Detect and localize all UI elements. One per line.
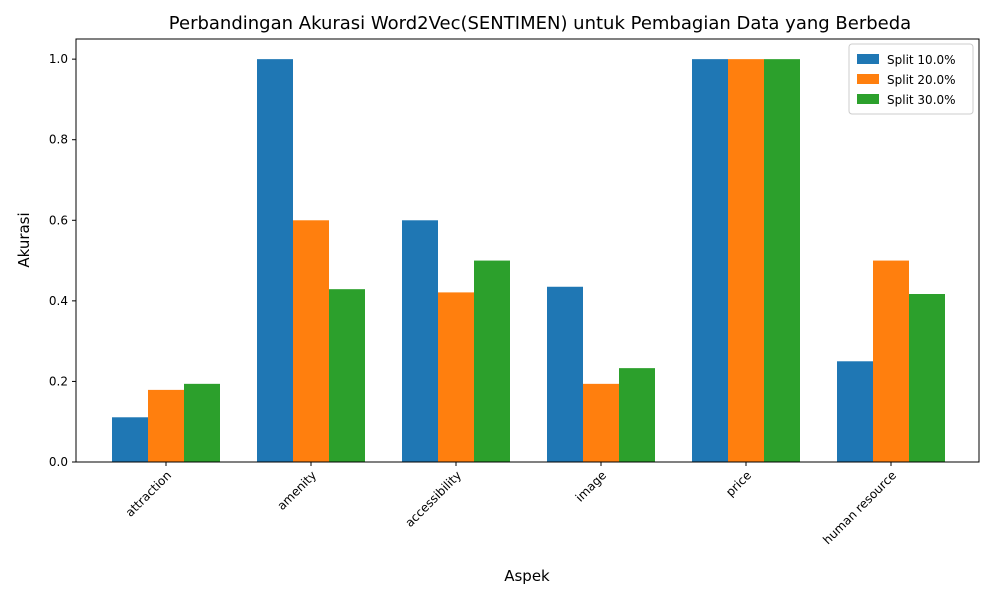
plot-frame <box>75 38 980 463</box>
x-tick-label: attraction <box>123 468 174 519</box>
bar-price-series-1 <box>692 59 728 463</box>
x-tick-label: amenity <box>274 468 319 513</box>
bar-price-series-2 <box>728 59 764 463</box>
bar-human-resource-series-1 <box>837 361 873 462</box>
chart-title: Perbandingan Akurasi Word2Vec(SENTIMEN) … <box>169 13 911 34</box>
x-axis-label: Aspek <box>504 567 550 585</box>
x-tick-label: price <box>723 468 754 499</box>
x-tick-label: accessibility <box>402 468 464 530</box>
y-tick-label: 0.2 <box>49 374 68 388</box>
legend: Split 10.0% Split 20.0% Split 30.0% <box>848 43 974 115</box>
y-tick-label: 0.6 <box>49 213 68 227</box>
bar-amenity-series-3 <box>329 289 365 462</box>
bar-accessibility-series-1 <box>402 220 438 462</box>
legend-swatch <box>857 94 879 104</box>
legend-swatch <box>857 54 879 64</box>
bar-amenity-series-2 <box>293 220 329 462</box>
bar-accessibility-series-3 <box>474 260 510 462</box>
legend-label: Split 30.0% <box>887 93 956 107</box>
y-tick-label: 0.8 <box>49 133 68 147</box>
bar-price-series-3 <box>764 59 800 463</box>
y-axis-label: Akurasi <box>15 212 33 267</box>
y-tick-label: 0.0 <box>49 455 68 469</box>
bar-attraction-series-2 <box>148 389 184 462</box>
y-tick-label: 0.4 <box>49 294 68 308</box>
legend-box <box>848 43 974 115</box>
x-axis: attraction amenity accessibility image price… <box>123 462 899 547</box>
legend-swatch <box>857 74 879 84</box>
bar-human-resource-series-3 <box>909 294 945 462</box>
bar-accessibility-series-2 <box>438 292 474 462</box>
bar-image-series-1 <box>547 286 583 462</box>
y-axis: 0.0 0.2 0.4 0.6 0.8 1.0 <box>49 52 76 469</box>
bar-image-series-2 <box>583 383 619 462</box>
x-tick-label: human resource <box>820 468 899 547</box>
legend-label: Split 10.0% <box>887 53 956 67</box>
bar-attraction-series-1 <box>112 417 148 462</box>
x-tick-label: image <box>573 468 609 504</box>
y-tick-label: 1.0 <box>49 52 68 66</box>
bar-image-series-3 <box>619 368 655 462</box>
bar-amenity-series-1 <box>257 59 293 463</box>
bar-human-resource-series-2 <box>873 260 909 462</box>
plot-area <box>75 38 980 463</box>
bar-attraction-series-3 <box>184 383 220 462</box>
legend-label: Split 20.0% <box>887 73 956 87</box>
